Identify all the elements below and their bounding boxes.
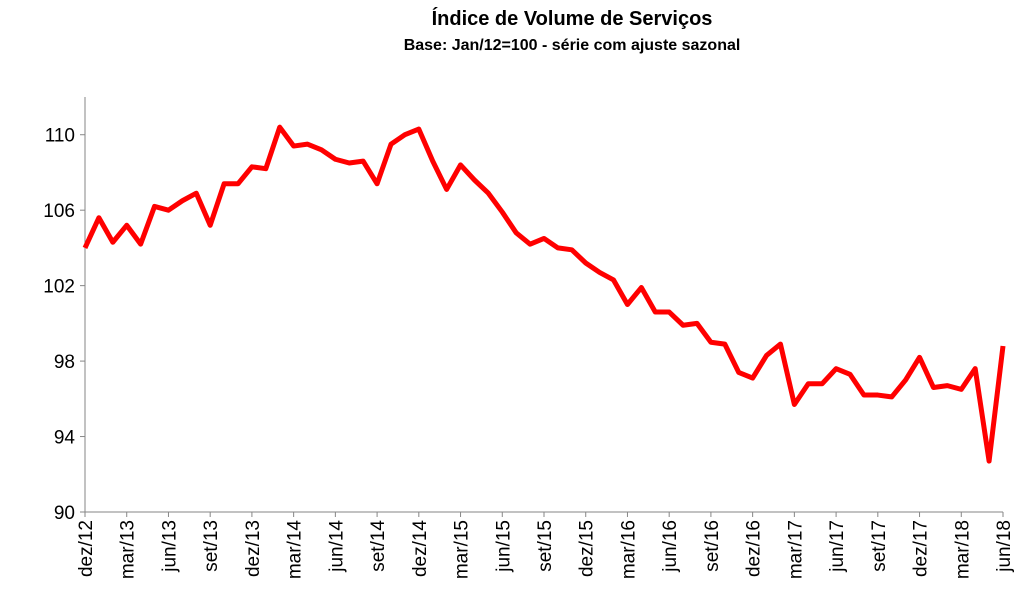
x-tick-label: dez/17 — [911, 520, 932, 577]
x-tick-label: mar/15 — [452, 520, 473, 579]
x-tick-label: set/13 — [201, 520, 222, 572]
x-tick-label: jun/17 — [827, 520, 848, 573]
x-tick-label: mar/17 — [785, 520, 806, 579]
x-tick-label: dez/12 — [76, 520, 97, 577]
x-tick-label: dez/14 — [410, 520, 431, 577]
x-tick-label: dez/13 — [243, 520, 264, 577]
x-tick-label: mar/18 — [952, 520, 973, 579]
data-line — [82, 124, 1006, 464]
x-tick-label: jun/14 — [326, 520, 347, 573]
y-tick-label: 94 — [54, 428, 76, 449]
x-tick-label: set/15 — [535, 520, 556, 572]
x-tick-label: dez/16 — [744, 520, 765, 577]
x-tick-label: mar/14 — [285, 520, 306, 580]
chart-title: Índice de Volume de Serviços — [432, 7, 713, 30]
x-tick-label: jun/16 — [660, 520, 681, 573]
y-tick-label: 110 — [45, 126, 75, 147]
x-tick-label: jun/15 — [493, 520, 514, 573]
y-tick-label: 98 — [54, 352, 75, 373]
x-tick-label: mar/16 — [618, 520, 639, 579]
x-tick-label: jun/18 — [994, 520, 1015, 573]
x-tick-label: mar/13 — [118, 520, 139, 579]
x-tick-label: jun/13 — [159, 520, 180, 573]
y-tick-label: 106 — [43, 201, 75, 222]
x-tick-label: dez/15 — [577, 520, 598, 577]
y-tick-label: 90 — [54, 503, 75, 524]
y-tick-label: 102 — [43, 277, 75, 298]
x-tick-label: set/17 — [869, 520, 890, 572]
chart-subtitle: Base: Jan/12=100 - série com ajuste sazo… — [404, 37, 741, 54]
x-tick-label: set/16 — [702, 520, 723, 572]
x-tick-label: set/14 — [368, 520, 389, 572]
